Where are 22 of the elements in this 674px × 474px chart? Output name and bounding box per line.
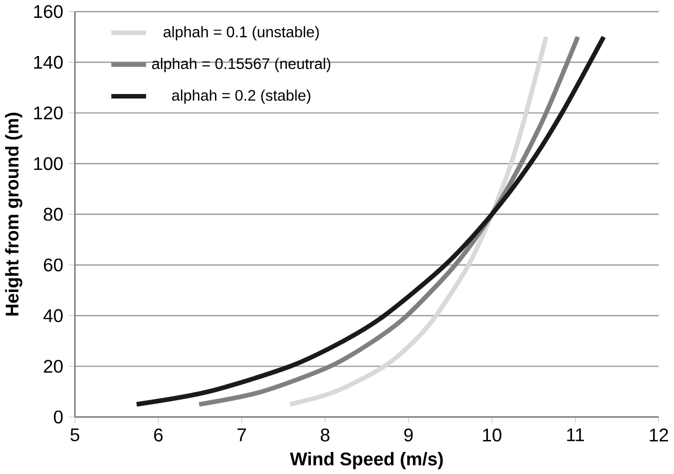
y-tick-label: 140 bbox=[34, 56, 63, 69]
legend-label: alphah = 0.15567 (neutral) bbox=[152, 58, 330, 72]
y-tick-label: 100 bbox=[34, 157, 63, 170]
x-axis-title: Wind Speed (m/s) bbox=[290, 452, 443, 470]
legend-label: alphah = 0.1 (unstable) bbox=[164, 26, 319, 40]
y-tick-label: 60 bbox=[44, 258, 63, 272]
x-tick-label: 10 bbox=[483, 428, 502, 442]
x-tick-label: 11 bbox=[567, 428, 584, 442]
x-tick-label: 8 bbox=[320, 428, 330, 442]
y-tick-label: 120 bbox=[34, 106, 63, 120]
x-tick-label: 9 bbox=[404, 428, 413, 442]
y-tick-label: 0 bbox=[54, 410, 63, 424]
y-axis-title: Height from ground (m) bbox=[5, 112, 22, 316]
x-tick-label: 6 bbox=[154, 428, 163, 442]
x-tick-label: 12 bbox=[650, 428, 668, 442]
y-tick-label: 40 bbox=[43, 309, 63, 322]
y-tick-label: 160 bbox=[34, 5, 63, 18]
x-tick-label: 7 bbox=[238, 428, 246, 442]
legend-label: alphah = 0.2 (stable) bbox=[172, 89, 310, 104]
y-tick-label: 80 bbox=[44, 208, 63, 221]
x-tick-label: 5 bbox=[70, 428, 80, 442]
y-tick-label: 20 bbox=[44, 360, 63, 373]
